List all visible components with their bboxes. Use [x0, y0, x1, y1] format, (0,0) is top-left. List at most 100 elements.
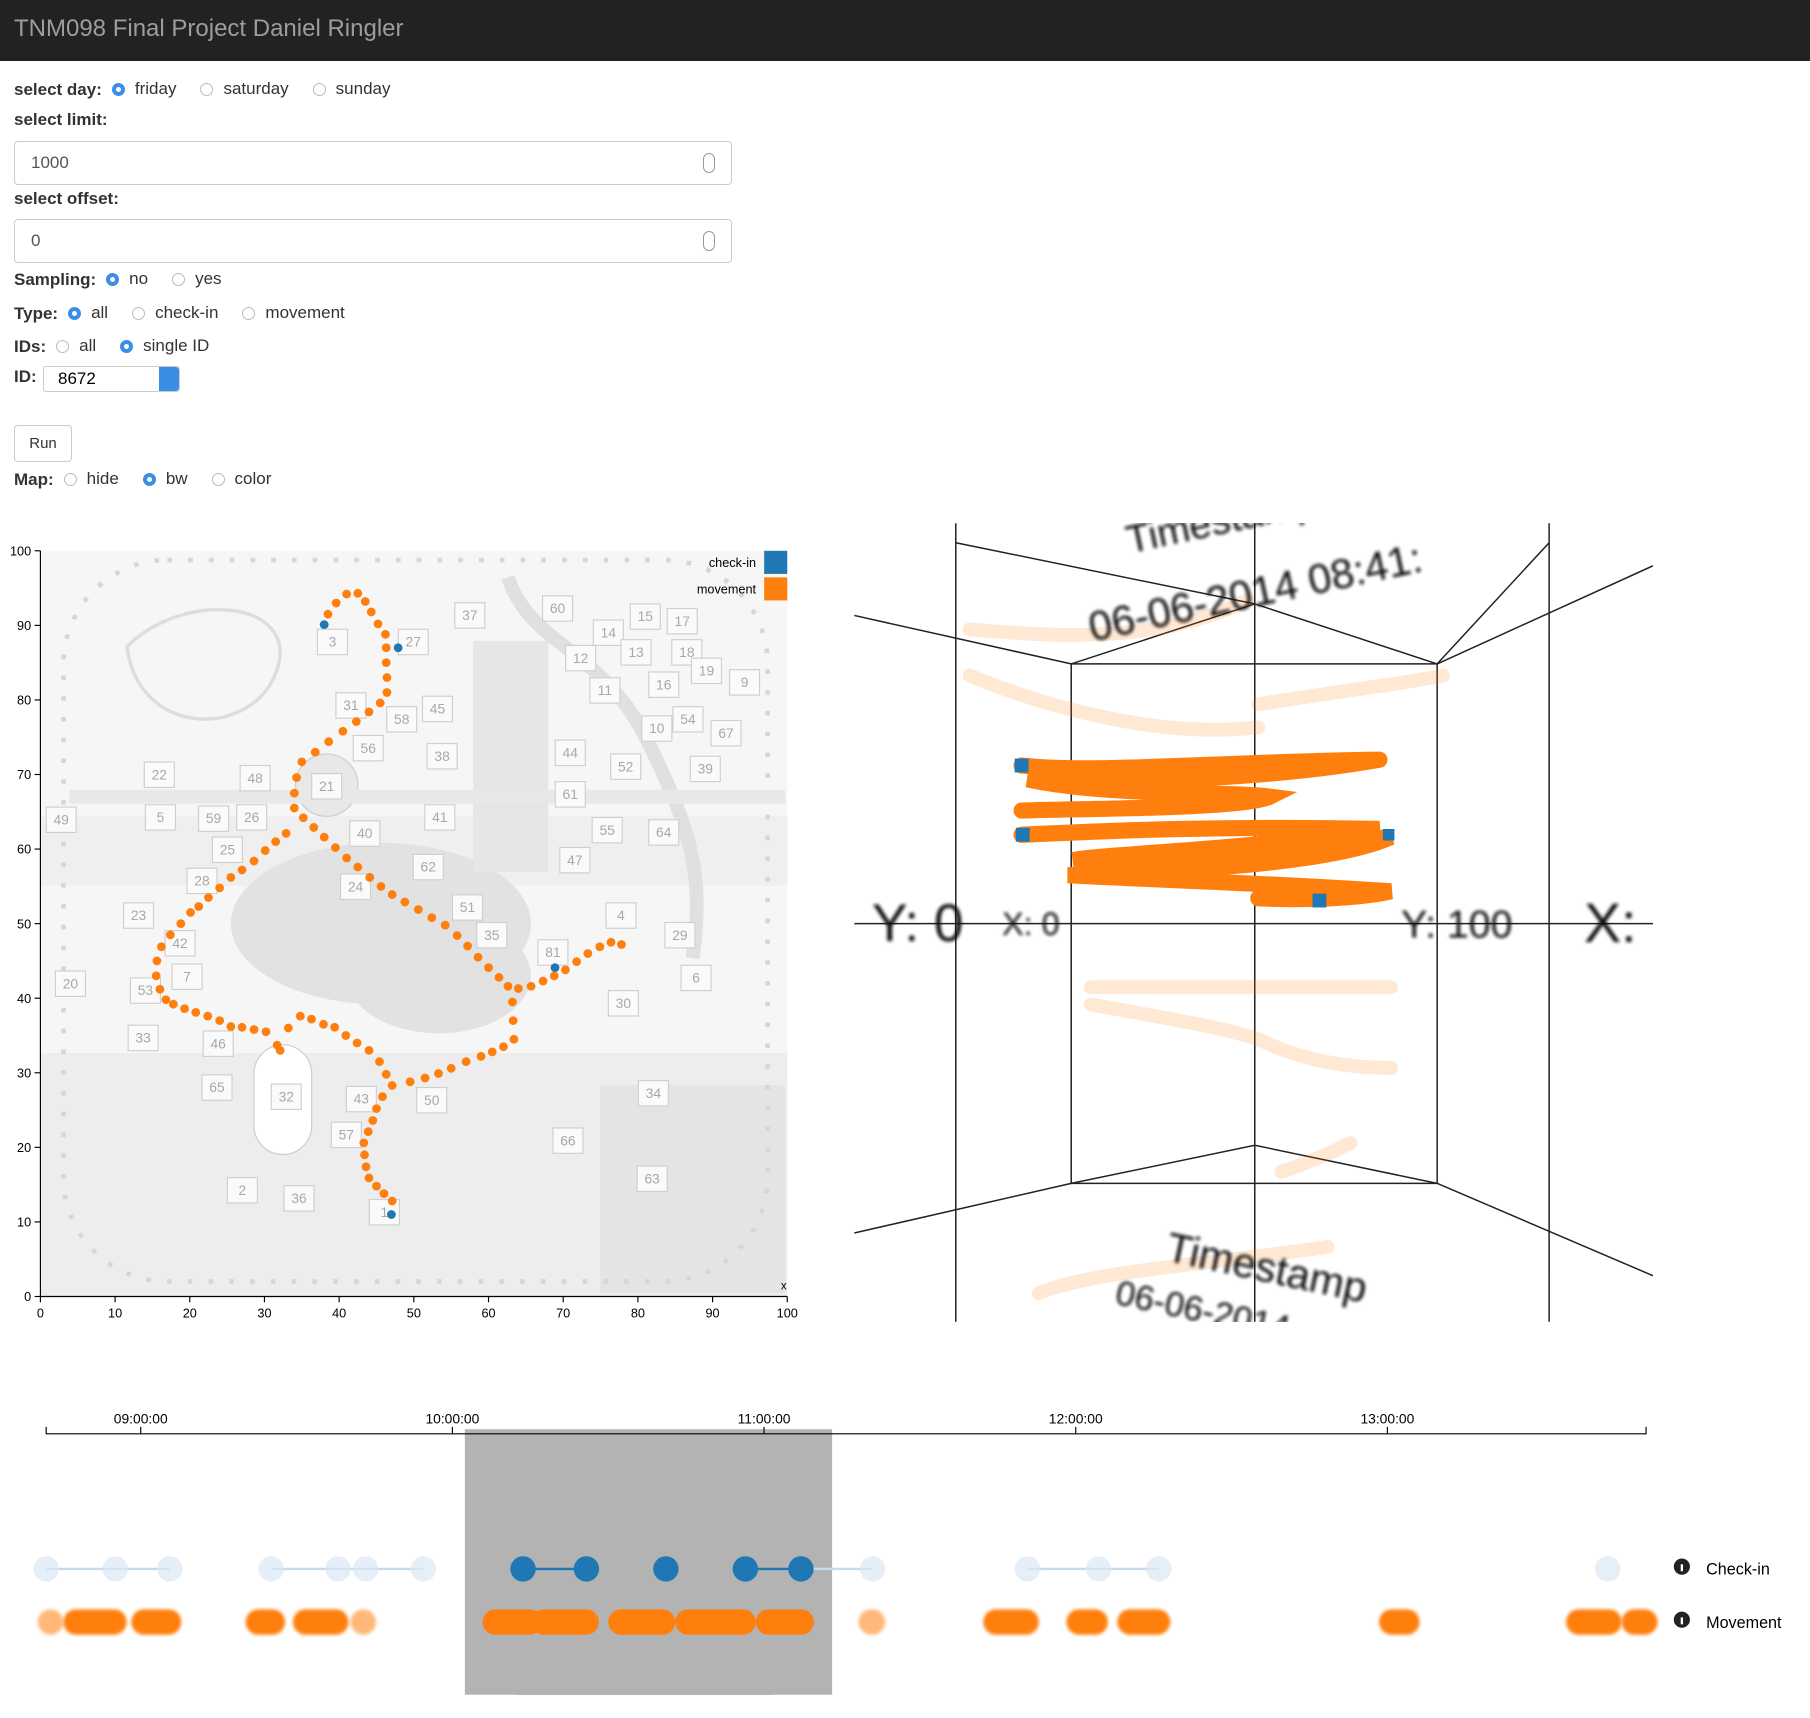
- map-label: 3: [329, 634, 337, 650]
- movement-point: [176, 919, 186, 929]
- radio-button[interactable]: [120, 339, 134, 353]
- x-axis-label: x: [781, 1281, 787, 1293]
- spinner[interactable]: [703, 153, 715, 173]
- movement-point: [297, 757, 307, 767]
- checkin-event: [573, 1556, 600, 1582]
- radio-button[interactable]: [312, 82, 326, 96]
- radio-option[interactable]: yes: [168, 269, 222, 289]
- map-building: [412, 853, 444, 881]
- run-button[interactable]: Run: [14, 425, 72, 462]
- legend-label: movement: [697, 583, 757, 597]
- faded-track: [962, 593, 1450, 1300]
- map-label: 25: [220, 841, 236, 857]
- radio-button[interactable]: [106, 272, 120, 286]
- map-building: [728, 669, 761, 696]
- limit-input[interactable]: 1000: [14, 141, 732, 185]
- movement-point: [499, 1042, 508, 1052]
- id-spinner[interactable]: [159, 367, 179, 391]
- radio-label: friday: [134, 79, 177, 98]
- map-label: 36: [291, 1190, 307, 1206]
- radio-option[interactable]: movement: [238, 303, 345, 323]
- movement-point: [194, 902, 204, 911]
- radio-option[interactable]: single ID: [116, 336, 209, 356]
- map-building: [127, 1024, 159, 1052]
- map-label: 33: [135, 1030, 151, 1046]
- movement-point: [526, 981, 536, 991]
- movement-point: [364, 707, 374, 717]
- map-label: 46: [210, 1035, 226, 1051]
- map-building: [589, 677, 621, 704]
- map-building: [426, 742, 458, 770]
- day-options: friday saturday sunday: [108, 79, 411, 101]
- cube-lines: [854, 523, 1654, 1322]
- movement-point: [271, 837, 281, 847]
- limit-row: select limit:: [14, 110, 114, 130]
- map-track: [61, 557, 770, 1284]
- three-d-bg: [854, 523, 1654, 1322]
- x-tick-label: 90: [706, 1306, 720, 1320]
- movement-event: [292, 1609, 349, 1635]
- movement-point: [382, 688, 392, 697]
- map-label: 65: [209, 1079, 225, 1095]
- radio-option[interactable]: bw: [139, 469, 188, 489]
- movement-event: [983, 1609, 1039, 1635]
- time-tick-label: 12:00:00: [1049, 1410, 1103, 1426]
- radio-label: hide: [86, 469, 119, 488]
- radio-label: all: [91, 303, 109, 322]
- map-building: [226, 1177, 258, 1204]
- map-label: 15: [638, 608, 654, 624]
- radio-option[interactable]: color: [208, 469, 271, 489]
- radio-option[interactable]: sunday: [309, 79, 391, 99]
- map-options: hide bw color: [60, 469, 292, 491]
- radio-option[interactable]: all: [64, 303, 108, 323]
- map-building: [451, 894, 484, 921]
- radio-option[interactable]: saturday: [196, 79, 289, 99]
- map-building: [270, 1083, 302, 1111]
- radio-button[interactable]: [242, 306, 256, 320]
- radio-option[interactable]: no: [102, 269, 148, 289]
- id-input[interactable]: 8672: [43, 366, 180, 392]
- checkin-event: [258, 1556, 284, 1582]
- map-building: [122, 902, 155, 929]
- map-label: 2: [239, 1182, 247, 1198]
- radio-option[interactable]: hide: [60, 469, 119, 489]
- radio-option[interactable]: friday: [108, 79, 177, 99]
- radio-button[interactable]: [132, 306, 146, 320]
- radio-button[interactable]: [142, 472, 156, 486]
- radio-button[interactable]: [172, 272, 186, 286]
- radio-option[interactable]: all: [52, 336, 96, 356]
- radio-button[interactable]: [63, 472, 77, 486]
- movement-point: [508, 997, 517, 1007]
- movement-point: [372, 1181, 381, 1191]
- movement-point: [289, 803, 299, 813]
- movement-point: [283, 1023, 293, 1033]
- x-tick-label: 20: [183, 1306, 197, 1320]
- radio-button[interactable]: [56, 339, 70, 353]
- map-building: [554, 739, 586, 767]
- radio-button[interactable]: [68, 306, 82, 320]
- movement-point: [514, 984, 523, 993]
- x-tick-label: 40: [332, 1306, 346, 1320]
- map-building: [537, 939, 569, 966]
- checkin-event: [157, 1556, 183, 1582]
- map-building: [541, 595, 574, 622]
- map-label: 54: [680, 711, 696, 727]
- movement-event: [245, 1609, 286, 1635]
- map-label: 11: [598, 682, 613, 698]
- movement-event: [1621, 1609, 1658, 1635]
- movement-point: [330, 1022, 340, 1032]
- offset-input[interactable]: 0: [14, 219, 732, 263]
- map-label: 49: [53, 811, 69, 827]
- map-building: [552, 1127, 584, 1154]
- spinner[interactable]: [703, 231, 715, 251]
- map-building: [620, 639, 652, 666]
- map-building: [641, 715, 673, 742]
- map-building: [143, 761, 175, 789]
- movement-point: [298, 813, 308, 823]
- radio-button[interactable]: [200, 82, 214, 96]
- radio-button[interactable]: [111, 82, 125, 96]
- radio-option[interactable]: check-in: [128, 303, 218, 323]
- movement-point: [342, 589, 351, 599]
- radio-button[interactable]: [211, 472, 225, 486]
